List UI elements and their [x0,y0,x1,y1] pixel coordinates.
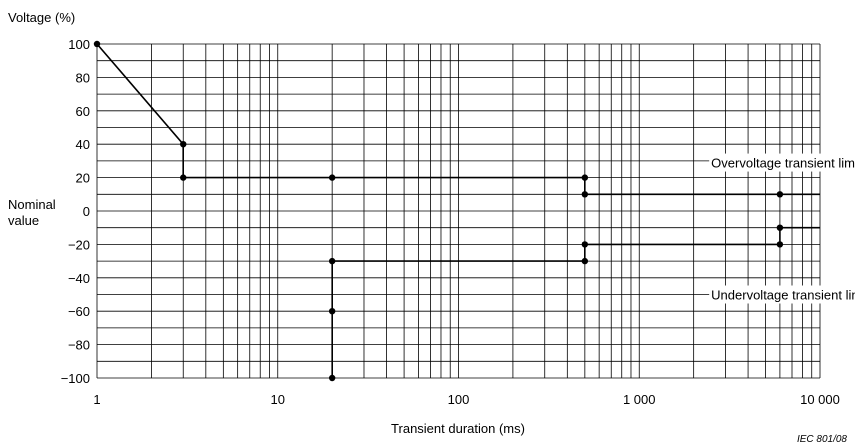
x-tick-label: 10 [271,392,285,407]
y-axis-title: Voltage (%) [8,10,75,25]
y-tick-label: −80 [68,338,90,353]
overvoltage-point [328,174,336,181]
overvoltage-limit-line [96,43,820,196]
y-tick-label: −100 [61,371,90,386]
x-tick-label: 1 [93,392,100,407]
series-lines [93,40,820,382]
x-tick-label: 1 000 [623,392,656,407]
overvoltage-point [180,141,187,148]
undervoltage-point [328,257,336,265]
y-tick-label: 40 [76,137,90,152]
y-tick-label: 80 [76,70,90,85]
nominal-label-line2: value [8,213,39,228]
undervoltage-point [581,241,589,248]
y-tick-label: 100 [68,37,90,52]
figure-reference: IEC 801/08 [797,434,847,445]
y-tick-label: 60 [76,104,90,119]
y-tick-label: −20 [68,237,90,252]
nominal-label-line1: Nominal [8,197,56,212]
overvoltage-point [93,40,101,48]
undervoltage-point [328,308,336,315]
annotation-background [709,285,855,304]
undervoltage-point [776,224,784,231]
x-tick-label: 100 [448,392,470,407]
overvoltage-annotation: Overvoltage transient limit [711,156,855,171]
annotation-background [709,153,855,172]
overvoltage-point [581,191,589,198]
undervoltage-point [776,241,784,248]
annotations: Overvoltage transient limit Undervoltage … [709,153,855,304]
overvoltage-point [581,174,589,181]
y-tick-label: 20 [76,171,90,186]
grid-lines [96,43,821,379]
overvoltage-point [776,191,784,198]
x-axis-title: Transient duration (ms) [391,421,525,436]
y-tick-label: −40 [68,271,90,286]
undervoltage-point [328,374,336,382]
undervoltage-point [581,257,589,265]
overvoltage-point [180,174,187,181]
x-tick-label: 10 000 [800,392,840,407]
y-tick-label: −60 [68,304,90,319]
y-tick-label: 0 [83,204,90,219]
undervoltage-annotation: Undervoltage transient limit [711,288,855,303]
